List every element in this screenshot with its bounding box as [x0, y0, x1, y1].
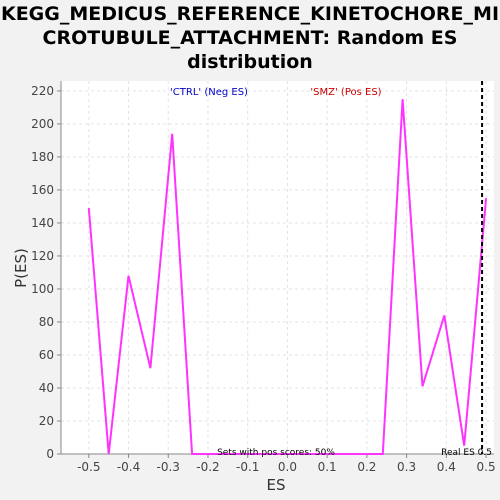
x-tick-label: 0.4: [437, 460, 456, 474]
x-tick-label: 0.1: [318, 460, 337, 474]
x-tick-label: -0.5: [77, 460, 100, 474]
y-tick-label: 20: [39, 414, 54, 428]
sets-with-pos-scores-label: Sets with pos scores: 50%: [217, 448, 335, 458]
y-tick-label: 60: [39, 348, 54, 362]
chart-title-line-3: distribution: [187, 51, 313, 73]
x-tick-label: -0.2: [196, 460, 219, 474]
series-line: [87, 99, 488, 455]
x-tick-label: -0.4: [117, 460, 140, 474]
legend-smz-pos-es: 'SMZ' (Pos ES): [310, 87, 381, 98]
y-axis-label: P(ES): [12, 248, 30, 288]
x-tick-label: 0.3: [397, 460, 416, 474]
x-tick-label: -0.3: [157, 460, 180, 474]
x-tick-label: 0.0: [278, 460, 297, 474]
x-ticks: -0.5 -0.4 -0.3 -0.2 -0.1 0.0 0.1 0.2 0.3 0.4 0.5: [77, 454, 496, 474]
x-tick-label: 0.5: [477, 460, 496, 474]
y-tick-label: 80: [39, 315, 54, 329]
y-tick-label: 0: [46, 447, 54, 461]
x-tick-label: 0.2: [357, 460, 376, 474]
chart-title-line-1: KEGG_MEDICUS_REFERENCE_KINETOCHORE_MI: [0, 3, 500, 25]
x-tick-label: -0.1: [236, 460, 259, 474]
y-tick-label: 40: [39, 381, 54, 395]
real-es-label: Real ES 0.5: [441, 448, 492, 458]
y-tick-label: 180: [31, 150, 54, 164]
x-axis-label: ES: [267, 476, 286, 494]
chart-title-line-2: CROTUBULE_ATTACHMENT: Random ES: [42, 27, 458, 49]
y-tick-label: 100: [31, 282, 54, 296]
y-tick-label: 120: [31, 249, 54, 263]
chart-title: KEGG_MEDICUS_REFERENCE_KINETOCHORE_MI CR…: [0, 2, 500, 74]
y-tick-label: 200: [31, 117, 54, 131]
legend-ctrl-neg-es: 'CTRL' (Neg ES): [170, 87, 248, 98]
y-ticks: 0 20 40 60 80 100 120 140 160 180 200 220: [31, 84, 61, 461]
y-tick-label: 140: [31, 216, 54, 230]
y-tick-label: 220: [31, 84, 54, 98]
y-tick-label: 160: [31, 183, 54, 197]
plot-area: [61, 81, 494, 454]
